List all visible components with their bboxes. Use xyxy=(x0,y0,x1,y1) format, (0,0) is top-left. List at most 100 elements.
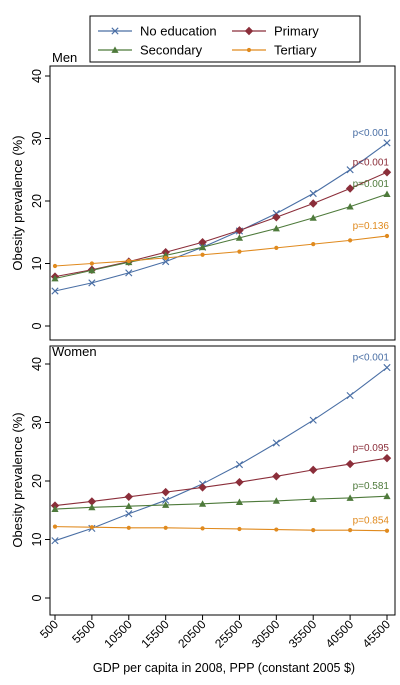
data-point xyxy=(89,525,94,530)
panel-women: Women 0 10 20 30 40 p<0.001 p=0.095 p=0.581 p=0.… xyxy=(30,344,396,616)
legend-marker xyxy=(111,27,119,35)
data-point xyxy=(52,524,58,529)
data-point xyxy=(382,168,392,177)
data-point xyxy=(309,199,318,208)
data-point xyxy=(198,500,207,507)
y-axis-title: Obesity prevalence (%) xyxy=(10,135,25,270)
series-secondary: p=0.581 xyxy=(51,481,391,512)
data-point xyxy=(272,497,280,504)
legend-label: Tertiary xyxy=(274,43,317,58)
legend-item-no-education: No education xyxy=(98,24,217,39)
p-value-label: p<0.001 xyxy=(353,157,390,168)
series-line xyxy=(54,171,388,278)
y-tick-label: 10 xyxy=(30,533,44,547)
data-point xyxy=(346,392,354,400)
data-point xyxy=(383,139,391,147)
legend-marker xyxy=(111,46,119,53)
data-point xyxy=(309,189,317,198)
legend-label: Secondary xyxy=(140,43,203,58)
data-point xyxy=(235,226,244,235)
p-value-label: p=0.136 xyxy=(353,221,390,232)
p-value-label: p=0.001 xyxy=(353,179,390,190)
legend-marker xyxy=(244,26,254,36)
series-tertiary: p=0.854 xyxy=(52,516,390,533)
y-tick-label: 40 xyxy=(30,69,44,83)
data-point xyxy=(309,465,318,475)
data-point xyxy=(348,528,353,533)
p-value-label: p=0.095 xyxy=(353,443,390,454)
data-point xyxy=(235,234,244,241)
legend: No education Primary Secondary Tertiary xyxy=(89,15,361,63)
data-point xyxy=(346,494,354,501)
data-point xyxy=(163,525,168,530)
data-point xyxy=(235,461,244,469)
data-point xyxy=(198,243,207,251)
data-point xyxy=(162,501,170,508)
data-point xyxy=(274,527,279,532)
series-line xyxy=(54,495,388,510)
data-point xyxy=(126,525,131,530)
data-point xyxy=(383,190,391,198)
p-value-label: p<0.001 xyxy=(353,128,390,139)
p-value-label: p<0.001 xyxy=(353,353,390,364)
y-axis-title: Obesity prevalence (%) xyxy=(10,412,25,547)
data-point xyxy=(348,238,353,243)
series-primary: p<0.001 xyxy=(50,157,392,281)
data-point xyxy=(383,363,391,372)
data-point xyxy=(345,184,355,193)
y-tick-label: 20 xyxy=(30,474,44,488)
legend-marker xyxy=(246,47,252,53)
data-point xyxy=(272,439,280,447)
data-point xyxy=(51,274,59,282)
data-point xyxy=(88,279,96,287)
data-point xyxy=(51,537,59,545)
data-point xyxy=(87,497,97,506)
legend-label: Primary xyxy=(274,24,319,39)
data-point xyxy=(88,503,96,511)
series-line xyxy=(54,526,388,532)
data-point xyxy=(309,214,317,221)
data-point xyxy=(88,266,96,274)
data-point xyxy=(52,263,58,269)
series-line xyxy=(54,367,388,542)
data-point xyxy=(235,498,244,505)
data-point xyxy=(382,453,392,463)
data-point xyxy=(198,483,207,492)
data-point xyxy=(200,526,205,531)
data-point xyxy=(51,505,59,512)
series-secondary: p=0.001 xyxy=(51,179,391,282)
data-point xyxy=(311,528,316,533)
y-tick-label: 40 xyxy=(30,357,44,371)
data-point xyxy=(309,495,317,503)
legend-box xyxy=(89,15,361,63)
x-axis-title: GDP per capita in 2008, PPP (constant 20… xyxy=(93,661,355,675)
legend-label: No education xyxy=(140,24,217,39)
data-point xyxy=(272,213,281,222)
data-point xyxy=(237,526,242,532)
series-line xyxy=(54,235,388,267)
panel-men: Men 0 10 20 30 40 p<0.001 p<0.001 p=0.001 p=0.13… xyxy=(30,50,396,341)
data-point xyxy=(272,472,281,481)
data-point xyxy=(235,477,244,487)
data-point xyxy=(309,416,317,424)
data-point xyxy=(162,251,170,259)
series-line xyxy=(54,142,388,292)
data-point xyxy=(311,242,316,247)
panel-title: Men xyxy=(52,50,77,65)
data-point xyxy=(125,502,133,510)
data-point xyxy=(384,528,390,533)
y-tick-label: 30 xyxy=(30,416,44,430)
data-point xyxy=(125,269,133,277)
data-point xyxy=(346,166,354,174)
legend-item-primary: Primary xyxy=(232,24,319,39)
data-point xyxy=(345,459,355,469)
legend-item-secondary: Secondary xyxy=(98,43,203,58)
panel-frame xyxy=(49,65,396,341)
panel-title: Women xyxy=(52,344,97,359)
y-tick-label: 20 xyxy=(30,194,44,208)
y-tick-label: 0 xyxy=(30,322,44,329)
data-point xyxy=(161,487,170,497)
data-point xyxy=(126,258,131,264)
data-point xyxy=(89,261,94,266)
